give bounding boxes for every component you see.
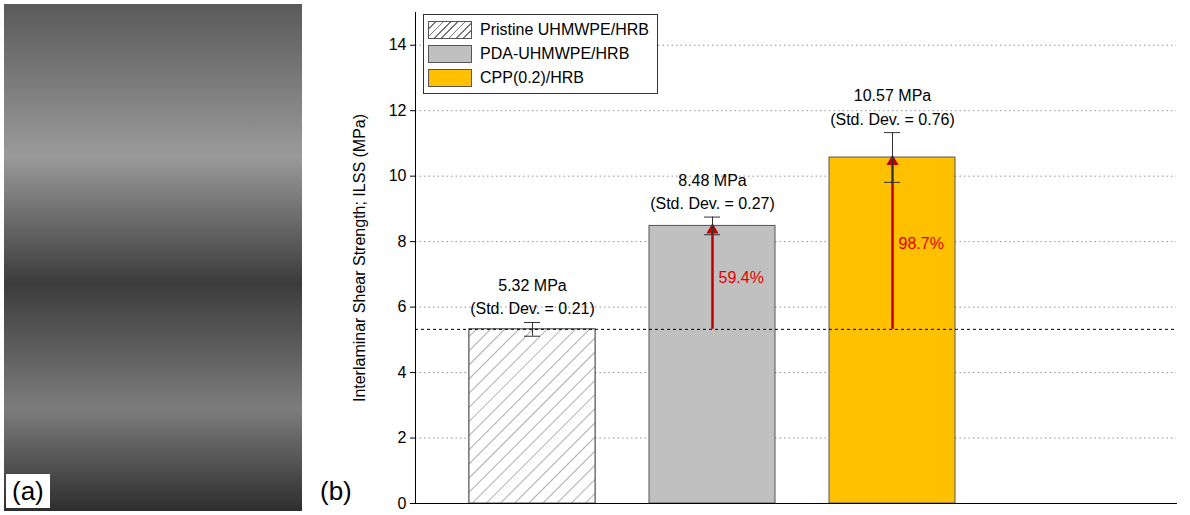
- html-text:Pristine UHMWPE/HRB: Pristine UHMWPE/HRB: [480, 21, 649, 38]
- svg-text:4: 4: [398, 364, 407, 381]
- html-text:(a): (a): [12, 476, 44, 506]
- svg-text:10: 10: [389, 167, 407, 184]
- svg-text:14: 14: [389, 36, 407, 53]
- svg-text:59.4%: 59.4%: [719, 269, 764, 286]
- svg-text:0: 0: [398, 495, 407, 512]
- svg-text:12: 12: [389, 102, 407, 119]
- svg-text:2: 2: [398, 429, 407, 446]
- svg-text:5.32 MPa(Std. Dev. = 0.21): 5.32 MPa(Std. Dev. = 0.21): [470, 277, 595, 317]
- html-text:CPP(0.2)/HRB: CPP(0.2)/HRB: [480, 69, 584, 86]
- svg-text:Interlaminar Shear Strength; I: Interlaminar Shear Strength; ILSS (MPa): [351, 114, 368, 402]
- svg-text:98.7%: 98.7%: [899, 235, 944, 252]
- svg-text:10.57 MPa(Std. Dev. = 0.76): 10.57 MPa(Std. Dev. = 0.76): [830, 87, 955, 127]
- svg-text:6: 6: [398, 298, 407, 315]
- html-text:(b): (b): [320, 476, 352, 506]
- html-text:PDA-UHMWPE/HRB: PDA-UHMWPE/HRB: [480, 45, 630, 62]
- svg-text:8: 8: [398, 233, 407, 250]
- svg-text:8.48 MPa(Std. Dev. = 0.27): 8.48 MPa(Std. Dev. = 0.27): [650, 172, 775, 212]
